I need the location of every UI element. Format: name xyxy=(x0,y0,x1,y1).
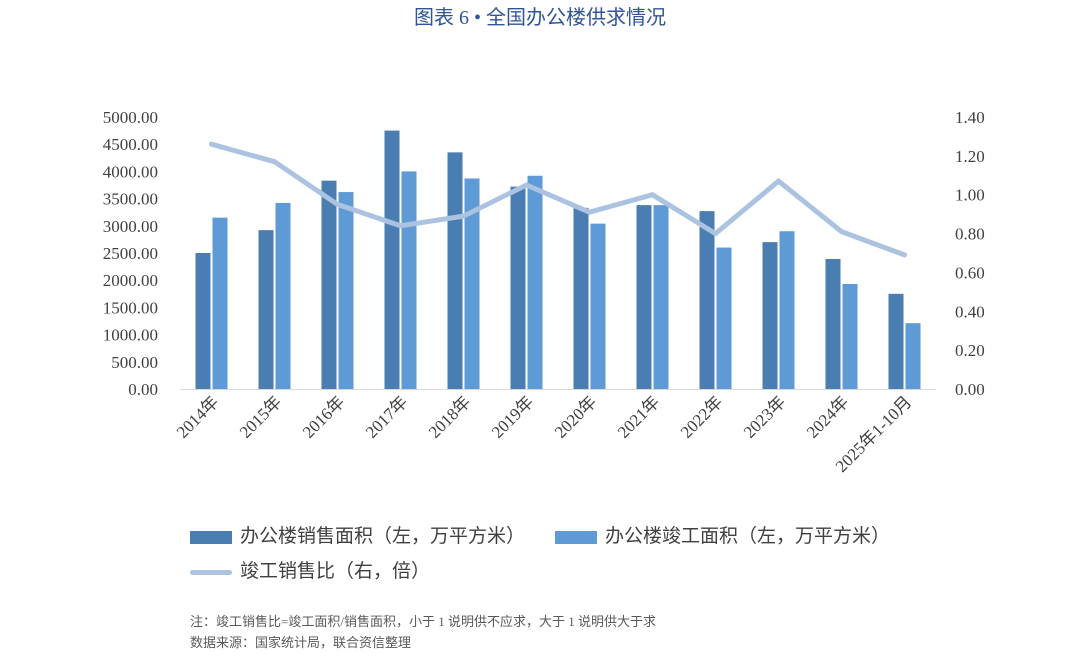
legend-item-completed-area: 办公楼竣工面积（左，万平方米） xyxy=(555,525,890,549)
right-tick-label: 1.20 xyxy=(955,147,985,166)
ratio-point xyxy=(713,231,718,237)
legend-item-ratio: 竣工销售比（右，倍） xyxy=(190,560,430,584)
left-tick-label: 5000.00 xyxy=(103,108,158,127)
completed-area-bar xyxy=(401,171,417,389)
completed-area-bar xyxy=(275,202,291,389)
legend-item-sales-area: 办公楼销售面积（左，万平方米） xyxy=(190,525,525,549)
completed-area-bar xyxy=(464,178,480,389)
sales-area-bar xyxy=(825,258,841,389)
ratio-point xyxy=(461,213,466,219)
ratio-point xyxy=(902,252,907,258)
x-tick-label: 2014年 xyxy=(173,392,222,441)
left-tick-label: 3500.00 xyxy=(103,190,158,209)
completed-area-bar xyxy=(527,175,543,389)
legend-label-ratio: 竣工销售比（右，倍） xyxy=(240,561,431,582)
sales-area-bar xyxy=(510,186,526,389)
line-layer xyxy=(209,141,907,258)
x-tick-label: 2022年 xyxy=(677,392,726,441)
completed-area-bar xyxy=(905,323,921,389)
completed-area-bar xyxy=(653,205,669,389)
left-tick-label: 2500.00 xyxy=(103,244,158,263)
left-tick-label: 4000.00 xyxy=(103,162,158,181)
left-tick-label: 0.00 xyxy=(128,380,158,399)
chart-title: 图表 6 • 全国办公楼供求情况 xyxy=(413,7,666,29)
ratio-point xyxy=(335,201,340,207)
sales-area-bar xyxy=(699,211,715,389)
left-tick-label: 1000.00 xyxy=(103,326,158,345)
completed-area-bar xyxy=(212,217,228,389)
sales-area-bar xyxy=(384,130,400,389)
x-tick-label: 2018年 xyxy=(425,392,474,441)
completed-area-bar xyxy=(716,247,732,389)
x-tick-label: 2024年 xyxy=(803,392,852,441)
legend-label-completed-area: 办公楼竣工面积（左，万平方米） xyxy=(605,526,891,547)
right-tick-label: 0.00 xyxy=(955,380,985,399)
ratio-point xyxy=(398,223,403,229)
right-tick-label: 0.80 xyxy=(955,225,985,244)
left-tick-label: 2000.00 xyxy=(103,271,158,290)
left-tick-label: 1500.00 xyxy=(103,298,158,317)
ratio-point xyxy=(587,209,592,215)
sales-area-bar xyxy=(762,242,778,389)
legend-swatch-ratio xyxy=(190,569,232,575)
right-tick-label: 1.40 xyxy=(955,108,985,127)
data-source-note: 数据来源：国家统计局，联合资信整理 xyxy=(190,635,412,650)
sales-area-bar xyxy=(195,253,211,389)
x-tick-label: 2023年 xyxy=(740,392,789,441)
legend-swatch-sales-area xyxy=(190,530,232,544)
completed-area-bar xyxy=(590,223,606,389)
ratio-point xyxy=(209,141,214,147)
sales-area-bar xyxy=(573,207,589,389)
completed-area-bar xyxy=(338,192,354,389)
completed-area-bar xyxy=(779,231,795,389)
ratio-point xyxy=(839,229,844,235)
right-tick-label: 0.20 xyxy=(955,341,985,360)
x-tick-label: 2017年 xyxy=(362,392,411,441)
x-tick-label: 2020年 xyxy=(551,392,600,441)
right-tick-label: 0.60 xyxy=(955,263,985,282)
ratio-point xyxy=(524,182,529,188)
sales-area-bar xyxy=(447,152,463,389)
x-tick-label: 2016年 xyxy=(299,392,348,441)
left-tick-label: 3000.00 xyxy=(103,217,158,236)
bar-layer xyxy=(195,130,921,389)
chart-note: 注：竣工销售比=竣工面积/销售面积，小于 1 说明供不应求，大于 1 说明供大于… xyxy=(190,614,656,629)
legend-swatch-completed-area xyxy=(555,530,597,544)
ratio-line xyxy=(209,141,907,258)
completed-area-bar xyxy=(842,284,858,389)
sales-area-bar xyxy=(258,230,274,389)
legend-label-sales-area: 办公楼销售面积（左，万平方米） xyxy=(240,526,526,547)
right-tick-label: 0.40 xyxy=(955,302,985,321)
x-tick-label: 2015年 xyxy=(236,392,285,441)
sales-area-bar xyxy=(636,205,652,389)
left-tick-label: 4500.00 xyxy=(103,135,158,154)
ratio-point xyxy=(650,192,655,198)
sales-area-bar xyxy=(321,180,337,389)
ratio-point xyxy=(272,159,277,165)
right-tick-label: 1.00 xyxy=(955,186,985,205)
ratio-point xyxy=(776,178,781,184)
left-tick-label: 500.00 xyxy=(111,353,158,372)
sales-area-bar xyxy=(888,293,904,389)
x-tick-label: 2021年 xyxy=(614,392,663,441)
x-tick-label: 2019年 xyxy=(488,392,537,441)
